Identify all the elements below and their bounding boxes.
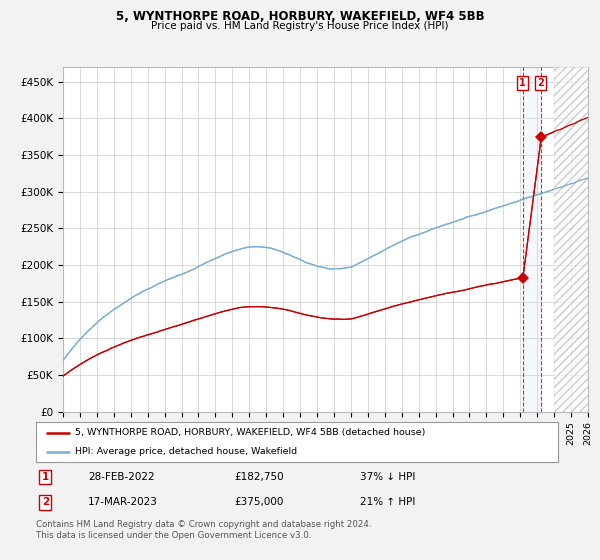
Text: Contains HM Land Registry data © Crown copyright and database right 2024.
This d: Contains HM Land Registry data © Crown c… xyxy=(36,520,371,540)
Bar xyxy=(523,67,541,412)
Text: 21% ↑ HPI: 21% ↑ HPI xyxy=(359,497,415,507)
Text: 17-MAR-2023: 17-MAR-2023 xyxy=(88,497,158,507)
Text: 1: 1 xyxy=(520,78,526,88)
Text: 5, WYNTHORPE ROAD, HORBURY, WAKEFIELD, WF4 5BB: 5, WYNTHORPE ROAD, HORBURY, WAKEFIELD, W… xyxy=(116,10,484,23)
Text: 2: 2 xyxy=(538,78,544,88)
Bar xyxy=(554,67,588,412)
Text: £182,750: £182,750 xyxy=(235,472,284,482)
Text: 37% ↓ HPI: 37% ↓ HPI xyxy=(359,472,415,482)
Text: 5, WYNTHORPE ROAD, HORBURY, WAKEFIELD, WF4 5BB (detached house): 5, WYNTHORPE ROAD, HORBURY, WAKEFIELD, W… xyxy=(75,428,425,437)
Text: £375,000: £375,000 xyxy=(235,497,284,507)
Text: 2: 2 xyxy=(42,497,49,507)
Text: 28-FEB-2022: 28-FEB-2022 xyxy=(88,472,155,482)
Text: HPI: Average price, detached house, Wakefield: HPI: Average price, detached house, Wake… xyxy=(75,447,297,456)
Text: Price paid vs. HM Land Registry's House Price Index (HPI): Price paid vs. HM Land Registry's House … xyxy=(151,21,449,31)
Text: 1: 1 xyxy=(42,472,49,482)
